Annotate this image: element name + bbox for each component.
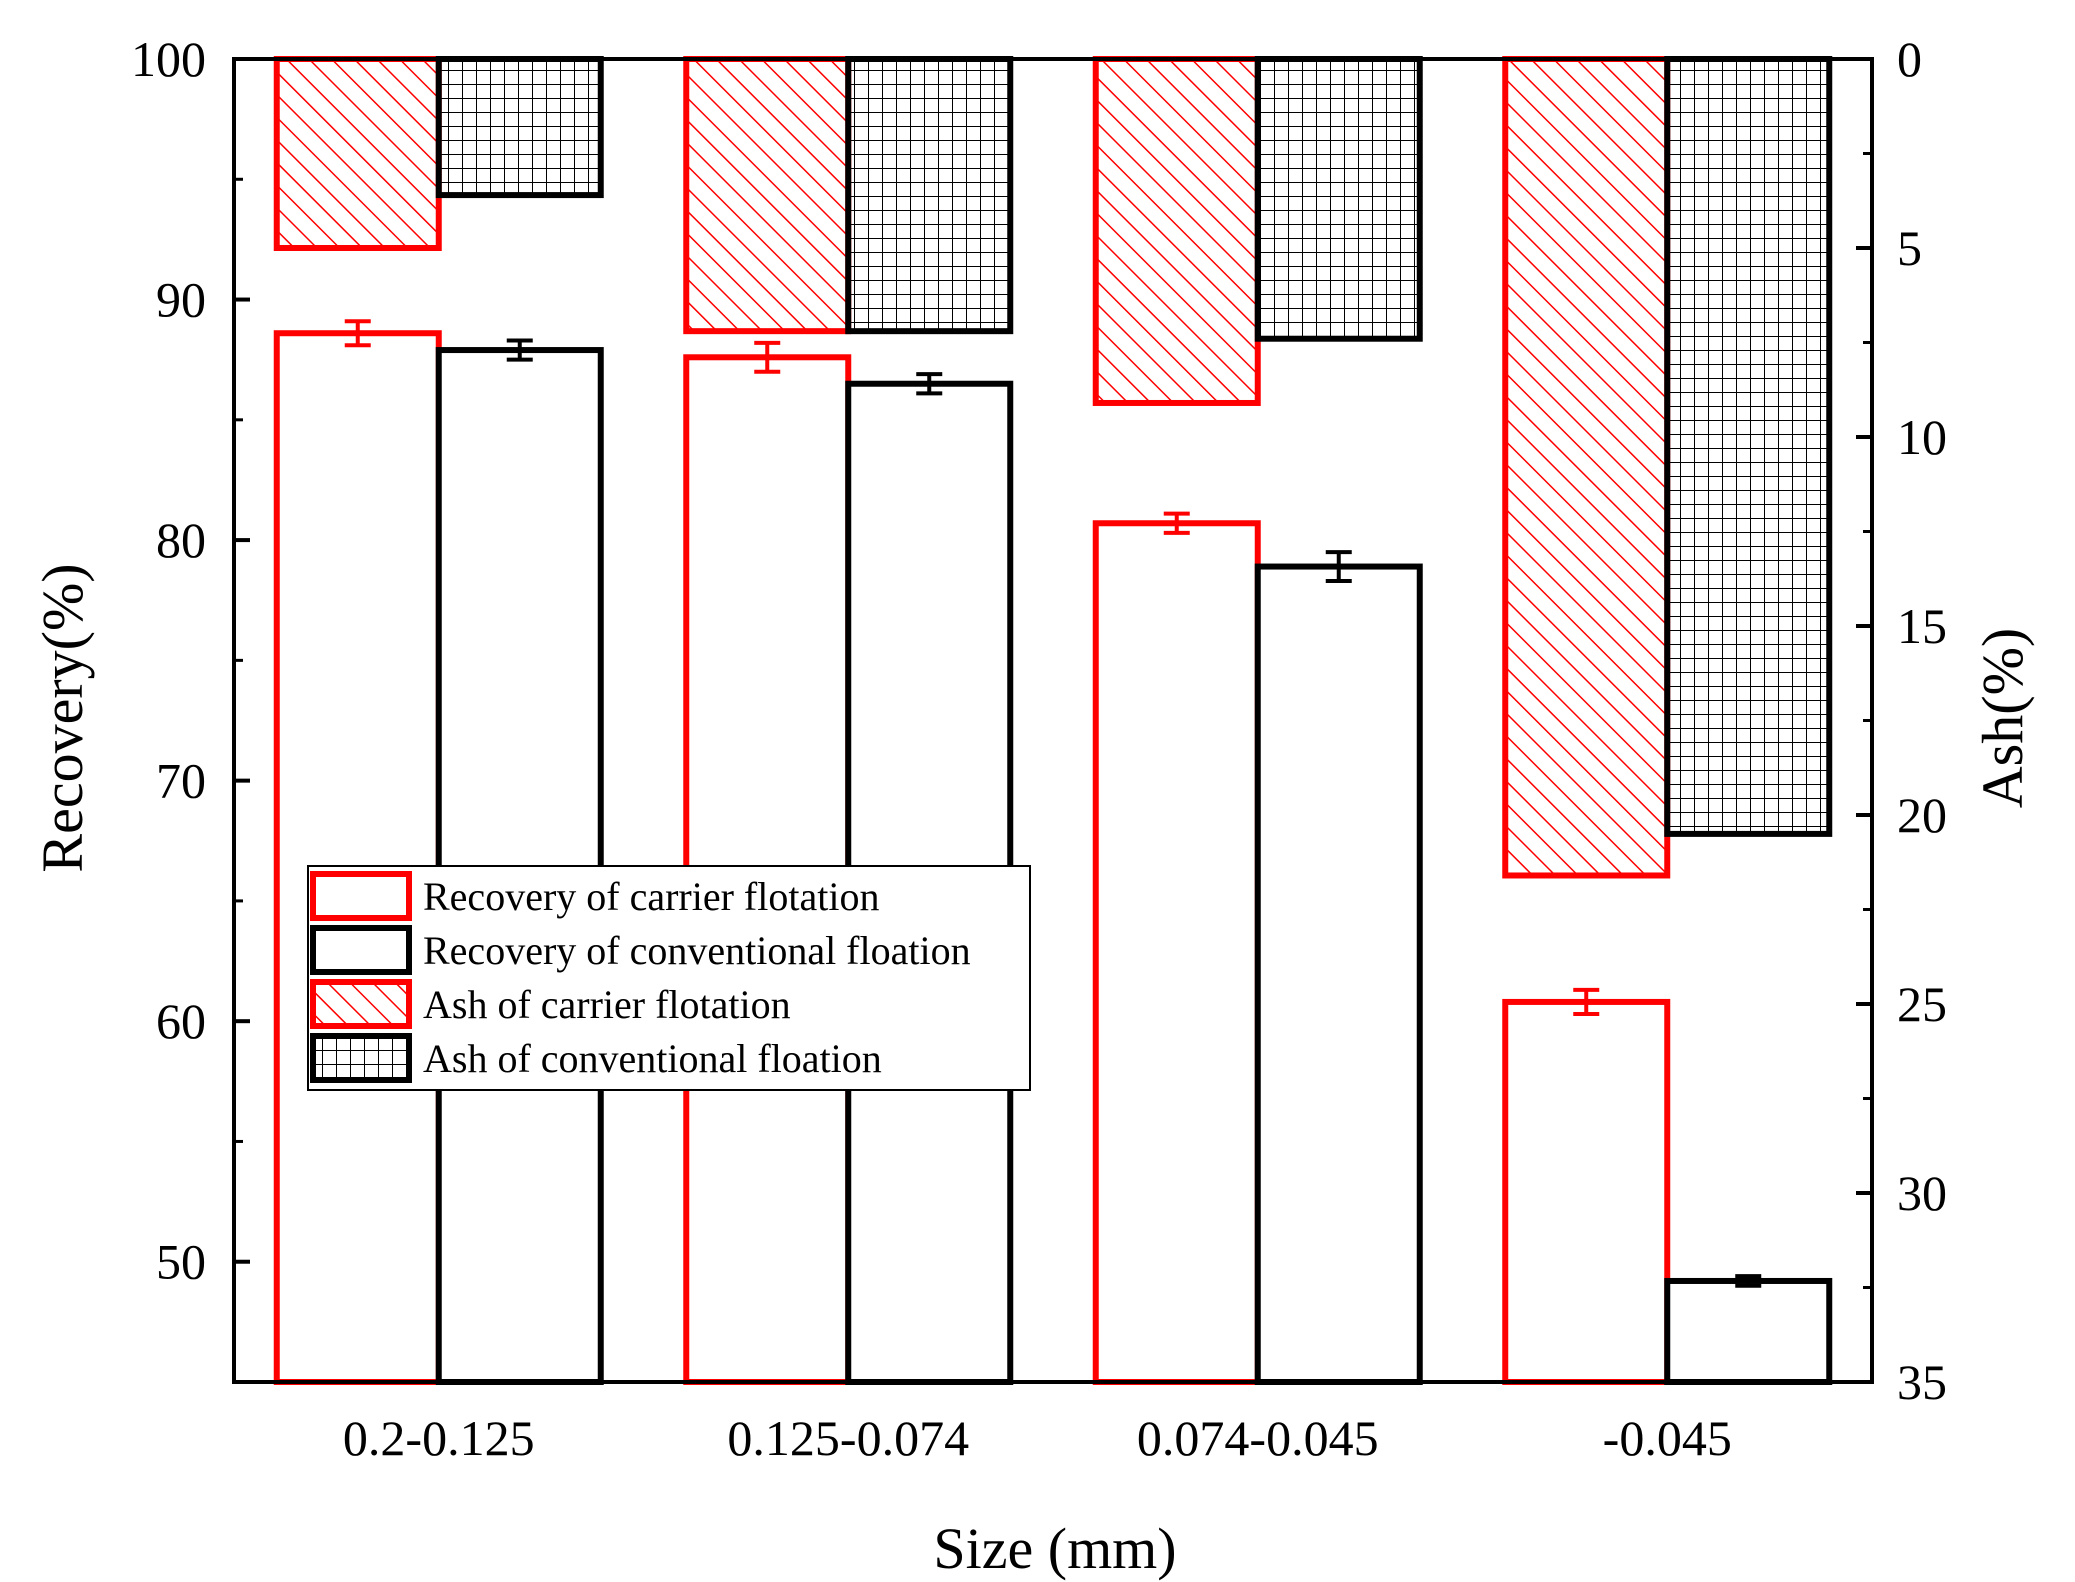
ash-carrier-bar [1502,56,1671,879]
legend-label: Ash of conventional floation [423,1036,882,1081]
error-bar [1573,987,1600,1016]
x-tick-label: -0.045 [1603,1410,1732,1466]
legend-label: Recovery of conventional floation [423,928,971,973]
error-bar [1325,550,1352,583]
legend-swatch [310,871,412,921]
x-tick-label: 0.074-0.045 [1137,1410,1379,1466]
ash-conventional-bar [435,56,604,199]
axes-layer: 0.2-0.125 0.125-0.074 0.074-0.045 -0.045506… [30,31,2035,1581]
error-bar [1163,511,1190,535]
ash-carrier-bar [1092,56,1261,406]
legend-box [307,865,1031,1091]
ash-conventional-bar [1664,56,1833,837]
recovery-conventional-bar [1664,1277,1833,1386]
y2-axis-title: Ash(%) [1970,628,2035,808]
ash-carrier-bar [273,56,442,251]
x-tick-label: 0.2-0.125 [343,1410,535,1466]
recovery-conventional-bar [1254,563,1423,1385]
y-tick-label: 80 [156,512,206,568]
y2-tick-label: 0 [1897,31,1922,87]
legend-swatch [310,925,412,975]
recovery-carrier-bar [273,330,442,1386]
error-bar [916,372,943,396]
error-bar [344,319,371,348]
legend: Recovery of carrier flotation Recovery of… [307,865,1031,1091]
y2-tick-label: 20 [1897,787,1947,843]
recovery-carrier-bar [1092,520,1261,1385]
bars-layer [273,56,1833,1386]
legend-swatch [310,1033,412,1083]
error-bar [754,340,781,374]
y-tick-label: 100 [131,31,206,87]
y-tick-label: 60 [156,993,206,1049]
ash-conventional-bar [1254,56,1423,342]
legend-label: Recovery of carrier flotation [423,874,879,919]
y-tick-label: 50 [156,1234,206,1290]
y2-tick-label: 30 [1897,1165,1947,1221]
y2-tick-label: 15 [1897,598,1947,654]
y-axis-title: Recovery(%) [30,563,95,872]
error-bar [506,338,533,362]
y2-tick-label: 5 [1897,220,1922,276]
y2-tick-label: 35 [1897,1354,1947,1410]
x-tick-label: 0.125-0.074 [727,1410,969,1466]
error-bar [1735,1274,1762,1288]
legend-label: Ash of carrier flotation [423,982,791,1027]
y2-tick-label: 25 [1897,976,1947,1032]
y2-tick-label: 10 [1897,409,1947,465]
legend-swatch [310,979,412,1029]
y-tick-label: 90 [156,272,206,328]
y-tick-label: 70 [156,753,206,809]
recovery-carrier-bar [1502,998,1671,1385]
x-axis-title: Size (mm) [933,1516,1176,1581]
ash-carrier-bar [683,56,852,335]
ash-conventional-bar [845,56,1014,335]
